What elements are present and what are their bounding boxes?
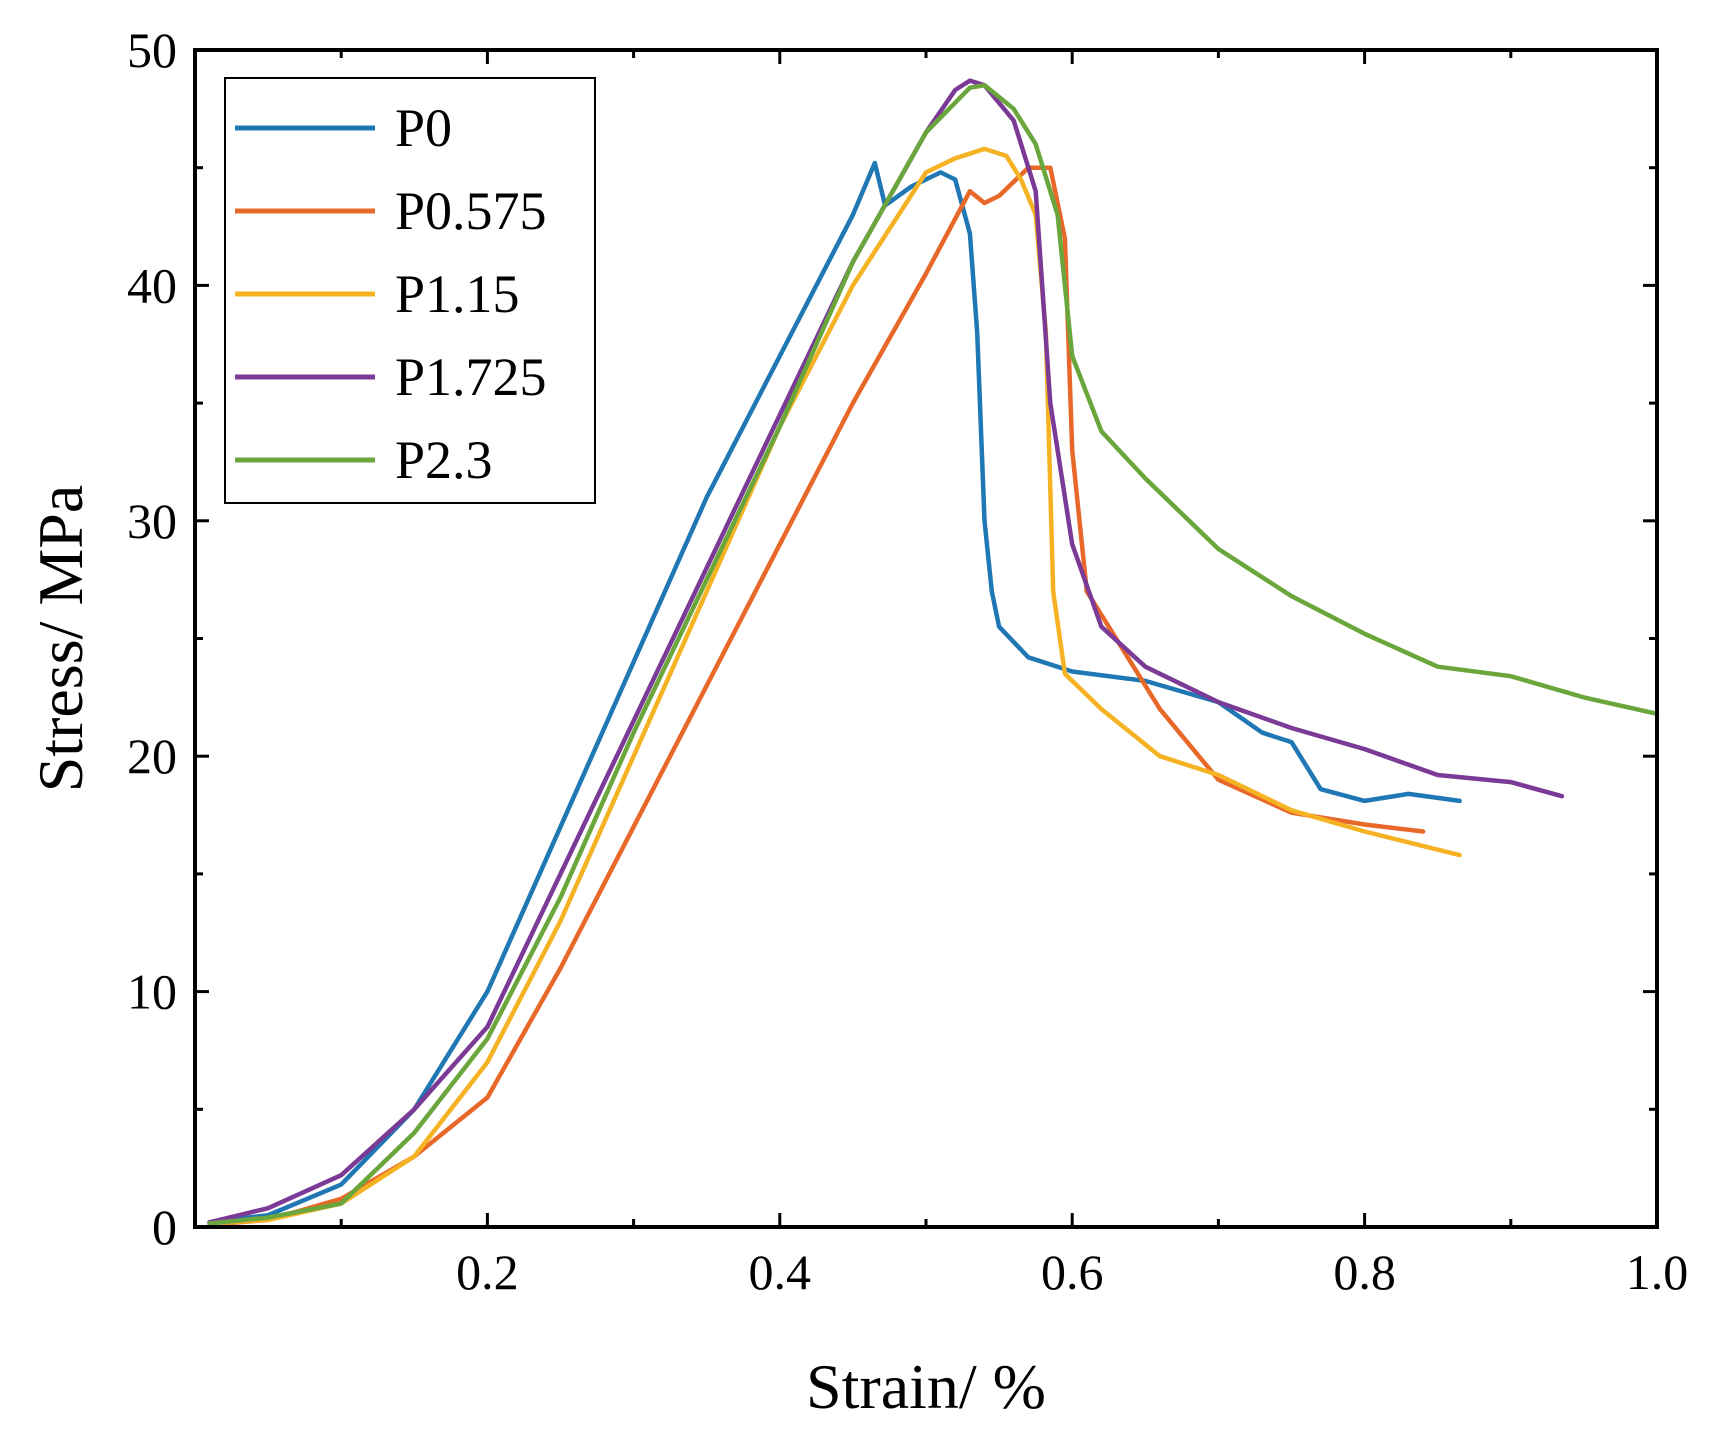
x-tick-label: 0.6 <box>1041 1244 1104 1300</box>
series-line-P0.575 <box>207 165 1426 1227</box>
y-tick-label: 50 <box>127 22 177 78</box>
y-tick-label: 10 <box>127 964 177 1020</box>
series-line-P2.3 <box>207 83 1660 1226</box>
x-tick-label: 0.2 <box>456 1244 519 1300</box>
series-lines <box>207 78 1660 1227</box>
x-axis-title: Strain/ % <box>806 1351 1046 1422</box>
y-axis-title: Stress/ MPa <box>25 485 96 793</box>
x-tick-label: 0.4 <box>749 1244 812 1300</box>
legend-label-P0.575: P0.575 <box>395 181 547 241</box>
x-tick-label: 1.0 <box>1626 1244 1689 1300</box>
legend-box <box>224 77 596 504</box>
y-tick-label: 30 <box>127 493 177 549</box>
y-tick-label: 40 <box>127 257 177 313</box>
series-line-P1.725 <box>207 78 1565 1225</box>
tick-labels: 0.2 0.4 0.6 0.8 1.0 0 10 20 30 40 50 <box>127 22 1688 1300</box>
legend-label-P0: P0 <box>395 98 452 158</box>
y-tick-label: 20 <box>127 728 177 784</box>
x-tick-label: 0.8 <box>1333 1244 1396 1300</box>
axis-ticks <box>195 48 1659 1229</box>
legend-label-P1.725: P1.725 <box>395 347 547 407</box>
series-line-P1.15 <box>207 146 1462 1226</box>
legend-label-P2.3: P2.3 <box>395 430 493 490</box>
legend-label-P1.15: P1.15 <box>395 264 520 324</box>
legend: P0 P0.575 P1.15 P1.725 P2.3 <box>224 77 596 504</box>
y-tick-label: 0 <box>152 1199 177 1255</box>
